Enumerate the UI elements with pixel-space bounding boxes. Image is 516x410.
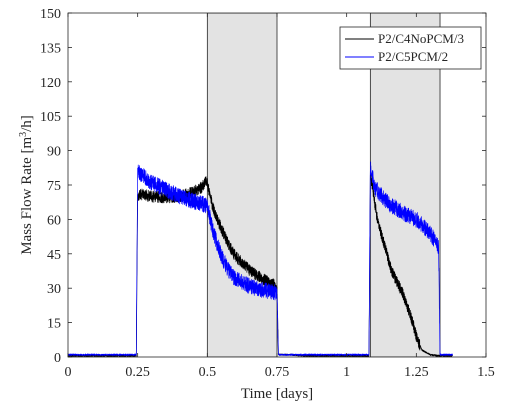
legend: P2/C4NoPCM/3 P2/C5PCM/2 bbox=[339, 26, 482, 70]
x-tick-label: 0.25 bbox=[125, 365, 150, 380]
x-tick-label: 0 bbox=[65, 365, 72, 380]
y-axis-label-end: /h] bbox=[19, 115, 35, 132]
series-line-2 bbox=[68, 161, 453, 356]
x-tick-label: 1.25 bbox=[404, 365, 429, 380]
x-tick-label: 1 bbox=[343, 365, 350, 380]
x-tick-label: 0.5 bbox=[199, 365, 217, 380]
series-layer bbox=[68, 161, 453, 357]
y-tick-label: 0 bbox=[54, 351, 61, 366]
legend-label-series-2: P2/C5PCM/2 bbox=[378, 49, 448, 64]
y-axis-label: Mass Flow Rate [m3/h] bbox=[18, 115, 36, 255]
legend-label-series-1: P2/C4NoPCM/3 bbox=[378, 31, 464, 46]
y-tick-label: 30 bbox=[47, 282, 61, 297]
legend-box bbox=[339, 26, 482, 70]
y-axis-label-main: Mass Flow Rate [m bbox=[19, 137, 35, 255]
x-tick-label: 0.75 bbox=[265, 365, 290, 380]
y-tick-label: 15 bbox=[47, 317, 61, 332]
y-axis: 0 15 30 45 60 75 90 105 120 135 150 bbox=[40, 7, 486, 366]
y-tick-label: 135 bbox=[40, 41, 61, 56]
y-tick-label: 105 bbox=[40, 110, 61, 125]
y-tick-label: 90 bbox=[47, 145, 61, 160]
x-axis: 0 0.25 0.5 0.75 1 1.25 1.5 bbox=[65, 13, 495, 380]
x-axis-label: Time [days] bbox=[241, 386, 313, 402]
y-tick-label: 75 bbox=[47, 179, 61, 194]
y-tick-label: 45 bbox=[47, 248, 61, 263]
x-tick-label: 1.5 bbox=[477, 365, 495, 380]
y-tick-label: 150 bbox=[40, 7, 61, 22]
y-tick-label: 60 bbox=[47, 213, 61, 228]
y-axis-label-superscript: 3 bbox=[18, 132, 29, 137]
shaded-period-1 bbox=[206, 13, 278, 357]
y-tick-label: 120 bbox=[40, 76, 61, 91]
